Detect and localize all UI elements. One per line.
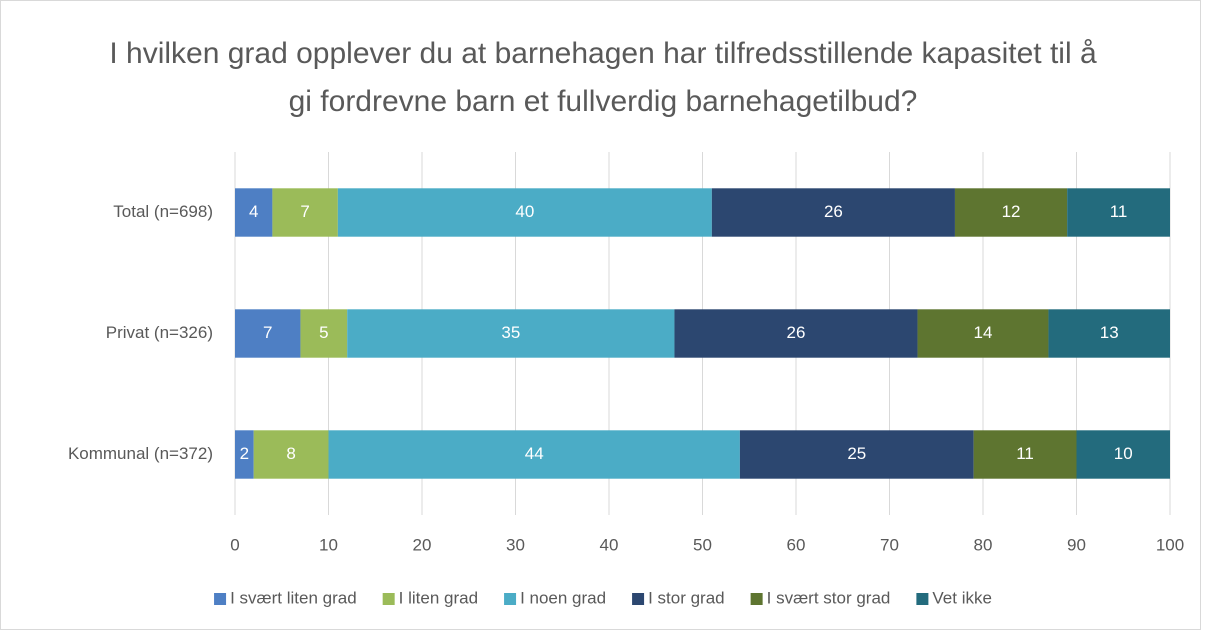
bar-segment [1048,309,1170,358]
bar-segment [253,430,329,479]
data-label: 8 [286,444,295,463]
bar-segment [917,309,1049,358]
bar-segment [739,430,974,479]
data-label: 5 [319,323,328,342]
chart-title: I hvilken grad opplever du at barnehagen… [109,37,1097,118]
y-tick-label: Kommunal (n=372) [68,444,213,463]
data-label: 13 [1100,323,1119,342]
legend-swatch [916,593,929,605]
data-label: 10 [1114,444,1133,463]
legend-swatch [750,593,763,605]
legend-label: I svært liten grad [230,588,357,607]
bar-segment [272,188,338,237]
data-label: 25 [847,444,866,463]
data-label: 12 [1002,202,1021,221]
bar-segment [235,188,273,237]
data-label: 26 [824,202,843,221]
x-tick-label: 10 [319,535,338,554]
legend-label: I svært stor grad [767,588,891,607]
legend-label: Vet ikke [932,588,992,607]
data-label: 35 [501,323,520,342]
legend-swatch [214,593,227,605]
legend-swatch [382,593,395,605]
data-label: 2 [240,444,249,463]
y-tick-label: Total (n=698) [113,202,213,221]
data-label: 11 [1016,444,1034,463]
legend-label: I liten grad [399,588,478,607]
data-label: 7 [300,202,309,221]
x-tick-label: 40 [600,535,619,554]
data-label: 14 [974,323,993,342]
bar-segment [347,309,675,358]
bar-segment [337,188,712,237]
data-label: 40 [515,202,534,221]
x-tick-label: 20 [413,535,432,554]
data-label: 11 [1110,202,1128,221]
legend-label: I stor grad [648,588,725,607]
data-label: 4 [249,202,258,221]
data-label: 26 [787,323,806,342]
x-tick-label: 0 [230,535,239,554]
data-label: 44 [525,444,544,463]
bar-segment [1067,188,1170,237]
bar-segment [235,430,254,479]
data-label: 7 [263,323,272,342]
x-tick-label: 90 [1067,535,1086,554]
legend-swatch [504,593,517,605]
bar-segment [973,430,1077,479]
bar-segment [300,309,348,358]
x-tick-label: 50 [693,535,712,554]
bar-segment [235,309,301,358]
x-tick-label: 100 [1156,535,1184,554]
x-tick-label: 70 [880,535,899,554]
legend-swatch [632,593,645,605]
bar-segment [954,188,1068,237]
x-tick-label: 60 [787,535,806,554]
bar-segment [1076,430,1170,479]
bar-segment [711,188,955,237]
legend-label: I noen grad [520,588,606,607]
y-tick-label: Privat (n=326) [106,323,213,342]
bar-segment [674,309,918,358]
x-tick-label: 30 [506,535,525,554]
bar-segment [328,430,740,479]
x-tick-label: 80 [974,535,993,554]
